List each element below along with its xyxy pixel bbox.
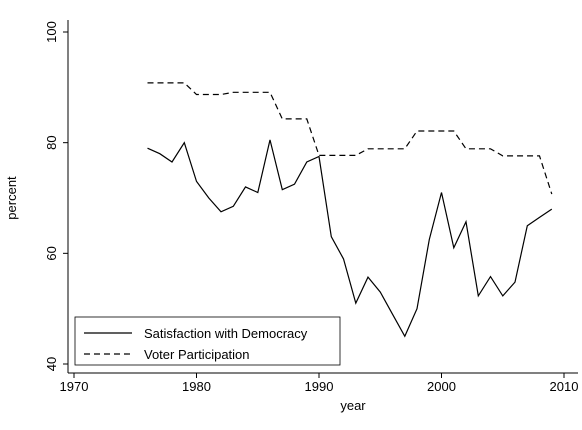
series-line-1 [147, 139, 553, 338]
legend-label-1: Satisfaction with Democracy [144, 326, 308, 341]
y-tick-label: 60 [44, 246, 59, 260]
y-tick-label: 80 [44, 135, 59, 149]
x-tick-label: 1970 [60, 379, 89, 394]
y-tick-label: 40 [44, 357, 59, 371]
legend-label-2: Voter Participation [144, 347, 250, 362]
axes: 40 60 80 100 1970 1980 1990 2000 2010 year percent [4, 20, 578, 413]
x-tick-label: 1990 [305, 379, 334, 394]
y-tick-label: 100 [44, 21, 59, 43]
series-lines [147, 82, 553, 338]
x-axis-title: year [340, 398, 366, 413]
legend-box [74, 316, 341, 366]
series-line-2 [147, 82, 553, 195]
x-tick-label: 1980 [182, 379, 211, 394]
x-tick-label: 2010 [550, 379, 579, 394]
x-tick-label: 2000 [427, 379, 456, 394]
legend: Satisfaction with Democracy Voter Partici… [74, 316, 341, 366]
y-axis-title: percent [4, 176, 19, 220]
